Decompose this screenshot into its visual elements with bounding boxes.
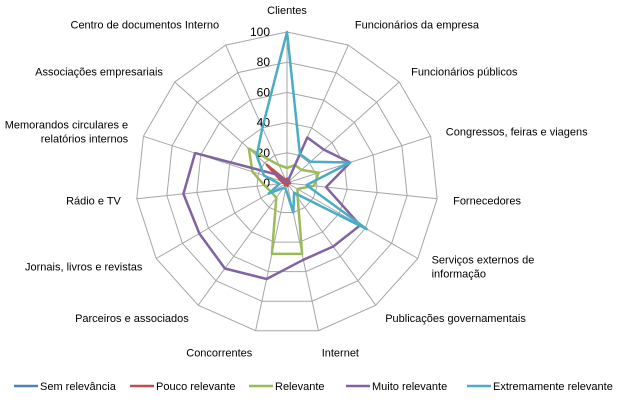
tick-label: 20 [257, 146, 271, 160]
category-label: Associações empresariais [35, 66, 163, 78]
spoke-line [255, 182, 288, 331]
spoke-line [136, 182, 288, 200]
radar-grid [136, 31, 438, 332]
tick-label: 0 [263, 176, 270, 190]
category-label: Funcionários da empresa [355, 19, 480, 31]
category-label: Fornecedores [453, 196, 521, 208]
legend-label: Sem relevância [40, 381, 117, 393]
tick-label: 80 [257, 55, 271, 69]
category-label: Memorandos circulares e relatórios intern… [5, 119, 129, 145]
grid-ring [196, 91, 378, 273]
spoke-line [286, 81, 400, 184]
category-label: Serviços externos de informação [432, 255, 535, 281]
grid-ring [166, 61, 408, 302]
tick-label: 60 [257, 85, 271, 99]
spoke-line [225, 44, 288, 184]
category-label: Congressos, feiras e viagens [446, 126, 588, 138]
data-series [182, 30, 369, 281]
legend: Sem relevância Pouco relevante Relevante Mu… [14, 381, 613, 393]
legend-label: Muito relevante [372, 381, 447, 393]
legend-label: Extremamente relevante [493, 381, 613, 393]
grid-ring [136, 31, 438, 332]
category-label: Rádio e TV [66, 196, 121, 208]
category-labels: Clientes Funcionários da empresa Funcionár… [5, 5, 588, 359]
category-label: Centro de documentos Interno [71, 19, 220, 31]
category-label: Clientes [267, 5, 307, 17]
spoke-line [286, 135, 431, 184]
spoke-line [155, 182, 288, 259]
series-line [255, 30, 369, 231]
category-label: Parceiros e associados [75, 313, 189, 325]
legend-label: Relevante [275, 381, 325, 393]
series-line [247, 147, 320, 256]
grid-ring [226, 122, 348, 243]
spoke-line [286, 182, 377, 306]
category-label: Internet [322, 347, 359, 359]
spoke-line [197, 182, 288, 306]
category-label: Funcionários públicos [411, 66, 518, 78]
category-label: Concorrentes [186, 347, 253, 359]
category-label: Publicações governamentais [385, 313, 526, 325]
tick-label: 100 [250, 25, 270, 39]
category-label: Jornais, livros e revistas [25, 262, 143, 274]
series-line [182, 136, 362, 281]
legend-label: Pouco relevante [156, 381, 236, 393]
